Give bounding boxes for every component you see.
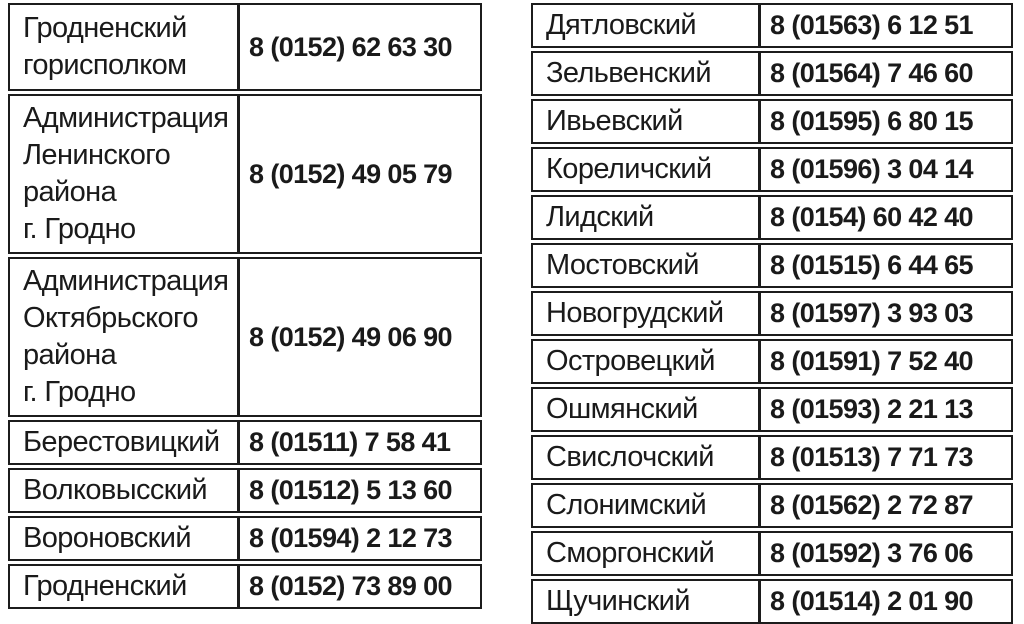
table-row: Кореличский 8 (01596) 3 04 14 xyxy=(531,147,1013,192)
table-row: Дятловский 8 (01563) 6 12 51 xyxy=(531,3,1013,48)
table-row: Волковысский 8 (01512) 5 13 60 xyxy=(8,468,482,513)
phone-number: 8 (01512) 5 13 60 xyxy=(237,470,480,511)
district-name: Зельвенский xyxy=(546,57,712,89)
phone-number: 8 (01593) 2 21 13 xyxy=(758,389,1011,430)
district-name: Вороновский xyxy=(23,522,192,554)
district-name: Свислочский xyxy=(546,441,714,473)
district-name: Щучинский xyxy=(546,585,690,617)
phone-number: 8 (0152) 49 06 90 xyxy=(237,259,480,415)
phone-number: 8 (01511) 7 58 41 xyxy=(237,422,480,463)
district-name: Слонимский xyxy=(546,489,707,521)
district-name: Гродненский xyxy=(23,570,187,602)
phone-number: 8 (01597) 3 93 03 xyxy=(758,293,1011,334)
phone-number: 8 (01594) 2 12 73 xyxy=(237,518,480,559)
phone-number: 8 (01514) 2 01 90 xyxy=(758,581,1011,622)
district-name: Берестовицкий xyxy=(23,426,220,458)
table-row: Зельвенский 8 (01564) 7 46 60 xyxy=(531,51,1013,96)
district-name: Гродненский горисполком xyxy=(23,12,187,81)
phone-number: 8 (0154) 60 42 40 xyxy=(758,197,1011,238)
district-name: Сморгонский xyxy=(546,537,715,569)
table-row: Берестовицкий 8 (01511) 7 58 41 xyxy=(8,420,482,465)
phone-number: 8 (01515) 6 44 65 xyxy=(758,245,1011,286)
table-row: Островецкий 8 (01591) 7 52 40 xyxy=(531,339,1013,384)
table-row: Ошмянский 8 (01593) 2 21 13 xyxy=(531,387,1013,432)
table-row: Лидский 8 (0154) 60 42 40 xyxy=(531,195,1013,240)
table-row: Гродненский горисполком 8 (0152) 62 63 3… xyxy=(8,3,482,91)
district-name: Волковысский xyxy=(23,474,208,506)
district-name: Новогрудский xyxy=(546,297,724,329)
table-row: Администрация Ленинского района г. Гродн… xyxy=(8,94,482,254)
phone-number: 8 (01563) 6 12 51 xyxy=(758,5,1011,46)
table-row: Вороновский 8 (01594) 2 12 73 xyxy=(8,516,482,561)
district-name: Администрация Ленинского района г. Гродн… xyxy=(23,102,229,245)
phone-number: 8 (01595) 6 80 15 xyxy=(758,101,1011,142)
phone-number: 8 (01596) 3 04 14 xyxy=(758,149,1011,190)
table-row: Гродненский 8 (0152) 73 89 00 xyxy=(8,564,482,609)
phone-number: 8 (01592) 3 76 06 xyxy=(758,533,1011,574)
district-name: Администрация Октябрьского района г. Гро… xyxy=(23,265,229,408)
district-name: Островецкий xyxy=(546,345,716,377)
district-name: Ивьевский xyxy=(546,105,683,137)
table-row: Слонимский 8 (01562) 2 72 87 xyxy=(531,483,1013,528)
district-name: Лидский xyxy=(546,201,654,233)
district-name: Ошмянский xyxy=(546,393,698,425)
table-row: Новогрудский 8 (01597) 3 93 03 xyxy=(531,291,1013,336)
phone-number: 8 (01591) 7 52 40 xyxy=(758,341,1011,382)
phone-number: 8 (0152) 49 05 79 xyxy=(237,96,480,252)
phone-number: 8 (01562) 2 72 87 xyxy=(758,485,1011,526)
district-name: Мостовский xyxy=(546,249,699,281)
right-directory-table: Дятловский 8 (01563) 6 12 51 Зельвенский… xyxy=(531,3,1013,624)
phone-number: 8 (0152) 73 89 00 xyxy=(237,566,480,607)
table-row: Сморгонский 8 (01592) 3 76 06 xyxy=(531,531,1013,576)
phone-number: 8 (0152) 62 63 30 xyxy=(237,5,480,89)
district-name: Дятловский xyxy=(546,9,697,41)
phone-number: 8 (01564) 7 46 60 xyxy=(758,53,1011,94)
table-row: Ивьевский 8 (01595) 6 80 15 xyxy=(531,99,1013,144)
district-name: Кореличский xyxy=(546,153,712,185)
left-directory-table: Гродненский горисполком 8 (0152) 62 63 3… xyxy=(8,3,482,624)
phone-number: 8 (01513) 7 71 73 xyxy=(758,437,1011,478)
table-row: Администрация Октябрьского района г. Гро… xyxy=(8,257,482,417)
table-row: Щучинский 8 (01514) 2 01 90 xyxy=(531,579,1013,624)
table-row: Мостовский 8 (01515) 6 44 65 xyxy=(531,243,1013,288)
table-row: Свислочский 8 (01513) 7 71 73 xyxy=(531,435,1013,480)
